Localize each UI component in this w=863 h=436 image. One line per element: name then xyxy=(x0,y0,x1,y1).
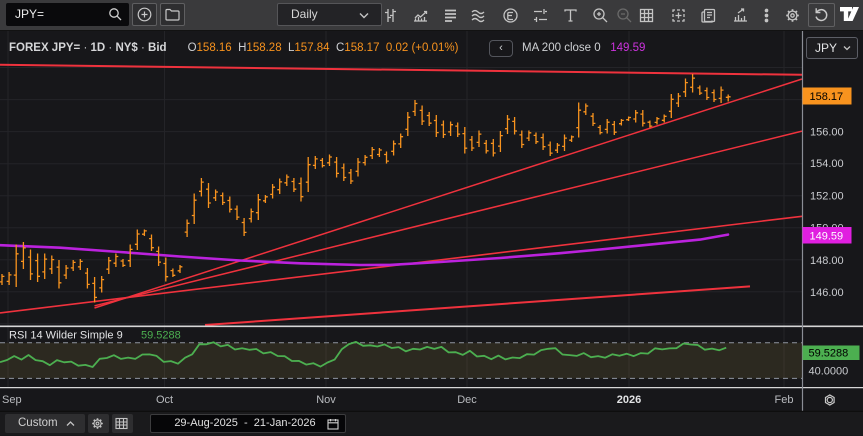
svg-text:40.0000: 40.0000 xyxy=(809,366,849,378)
svg-text:149.59: 149.59 xyxy=(810,230,844,242)
svg-text:148.00: 148.00 xyxy=(810,255,844,267)
svg-text:59.5288: 59.5288 xyxy=(809,348,849,360)
svg-text:154.00: 154.00 xyxy=(810,158,844,170)
svg-text:156.00: 156.00 xyxy=(810,127,844,139)
svg-text:Oct: Oct xyxy=(156,394,173,406)
svg-text:152.00: 152.00 xyxy=(810,191,844,203)
svg-text:Nov: Nov xyxy=(316,394,336,406)
svg-text:158.17: 158.17 xyxy=(810,91,844,103)
svg-text:2026: 2026 xyxy=(617,394,641,406)
svg-text:59.5288: 59.5288 xyxy=(141,330,181,342)
svg-text:Sep: Sep xyxy=(2,394,22,406)
svg-text:Dec: Dec xyxy=(457,394,477,406)
svg-text:RSI 14 Wilder Simple 9: RSI 14 Wilder Simple 9 xyxy=(9,330,123,342)
svg-text:Feb: Feb xyxy=(775,394,794,406)
svg-text:146.00: 146.00 xyxy=(810,287,844,299)
